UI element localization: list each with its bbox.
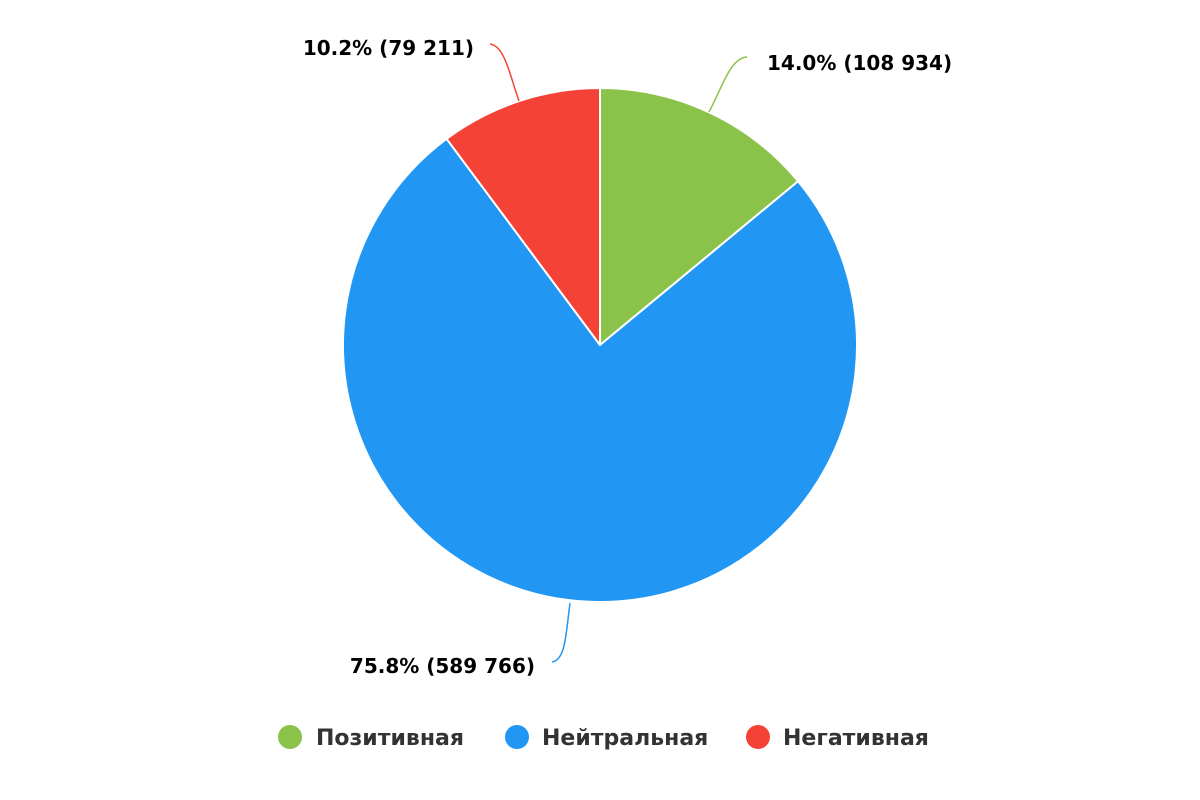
data-label-connectors <box>489 43 748 663</box>
pie-slice-positive[interactable] <box>599 87 800 346</box>
legend-marker-negative <box>746 725 770 749</box>
pie-slice-neutral[interactable] <box>342 137 858 603</box>
data-label-neutral: 75.8% (589 766) <box>350 654 535 678</box>
connector-neutral <box>551 602 571 663</box>
legend-item-negative[interactable]: Негативная <box>746 725 929 751</box>
connector-negative <box>489 43 520 102</box>
legend-marker-positive <box>278 725 302 749</box>
legend-item-neutral[interactable]: Нейтральная <box>505 725 708 751</box>
data-labels: 14.0% (108 934) 75.8% (589 766) 10.2% (7… <box>303 36 952 678</box>
data-label-negative: 10.2% (79 211) <box>303 36 474 60</box>
legend-label-negative: Негативная <box>783 726 929 751</box>
pie-slice-negative[interactable] <box>445 87 601 346</box>
legend-label-neutral: Нейтральная <box>542 726 708 751</box>
legend: Позитивная Нейтральная Негативная <box>278 725 929 751</box>
legend-label-positive: Позитивная <box>316 726 464 751</box>
connector-positive <box>708 56 748 113</box>
pie-slices <box>342 87 858 603</box>
data-label-positive: 14.0% (108 934) <box>767 51 952 75</box>
legend-item-positive[interactable]: Позитивная <box>278 725 464 751</box>
legend-marker-neutral <box>505 725 529 749</box>
